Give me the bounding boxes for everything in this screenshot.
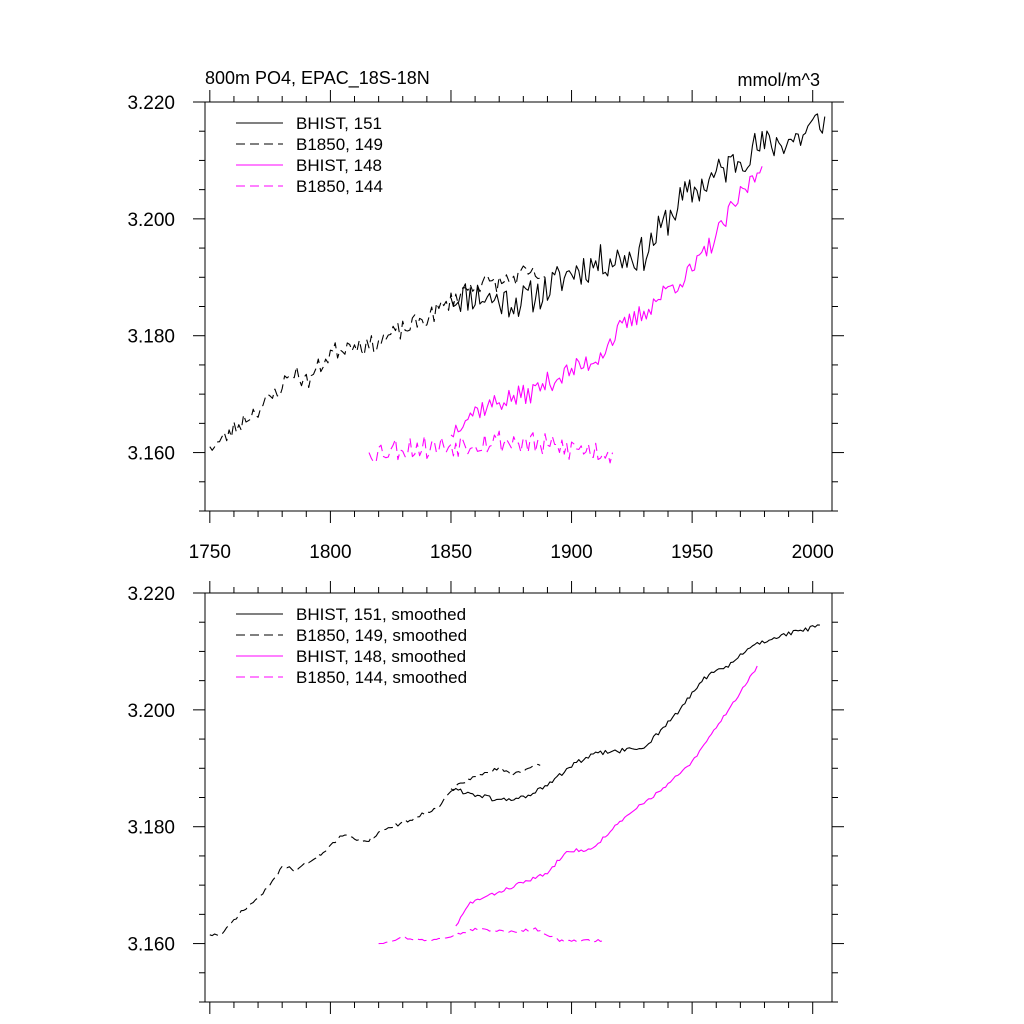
series-line-4 [378, 927, 604, 945]
legend-label: B1850, 144 [296, 177, 383, 196]
y-tick-label: 3.220 [127, 584, 175, 605]
y-tick-label: 3.220 [127, 93, 175, 114]
chart-panel-2: 3.220 3.200 3.180 3.160 BHIST, 151, smoothed… [127, 581, 844, 1014]
series-line-1 [450, 624, 820, 802]
series-line-2 [209, 763, 541, 937]
y-tick-label: 3.200 [127, 210, 175, 231]
chart-panel-1: 3.220 3.200 3.180 3.160 1750 1800 1850 1900 1950… [127, 90, 844, 563]
series-line-3 [450, 166, 763, 438]
series-line-3 [455, 665, 758, 927]
legend-label: B1850, 149 [296, 135, 383, 154]
x-tick-label: 2000 [792, 542, 834, 563]
x-tick-label: 1750 [189, 542, 231, 563]
legend-label: BHIST, 148, smoothed [296, 647, 466, 666]
x-axis-ticks [209, 581, 814, 1014]
y-tick-label: 3.160 [127, 935, 175, 956]
legend-label: BHIST, 148 [296, 156, 382, 175]
y-axis-ticks [193, 101, 844, 512]
y-axis-ticks [193, 592, 844, 1003]
series-line-2 [209, 265, 546, 451]
chart-title: 800m PO4, EPAC_18S-18N [205, 68, 430, 89]
y-tick-label: 3.180 [127, 327, 175, 348]
y-tick-label: 3.180 [127, 818, 175, 839]
series-line-4 [368, 430, 614, 464]
x-axis-ticks [209, 90, 814, 523]
legend-label: BHIST, 151 [296, 114, 382, 133]
legend: BHIST, 151 B1850, 149 BHIST, 148 B1850, 144 [236, 114, 383, 196]
y-tick-label: 3.200 [127, 701, 175, 722]
x-tick-label: 1850 [430, 542, 472, 563]
legend-label: B1850, 144, smoothed [296, 668, 467, 687]
y-tick-label: 3.160 [127, 444, 175, 465]
x-tick-label: 1800 [309, 542, 351, 563]
x-tick-label: 1900 [550, 542, 592, 563]
legend-label: B1850, 149, smoothed [296, 626, 467, 645]
legend: BHIST, 151, smoothed B1850, 149, smoothed… [236, 605, 467, 687]
legend-label: BHIST, 151, smoothed [296, 605, 466, 624]
chart-units: mmol/m^3 [738, 70, 820, 90]
series-line-1 [450, 113, 826, 318]
x-tick-label: 1950 [671, 542, 713, 563]
